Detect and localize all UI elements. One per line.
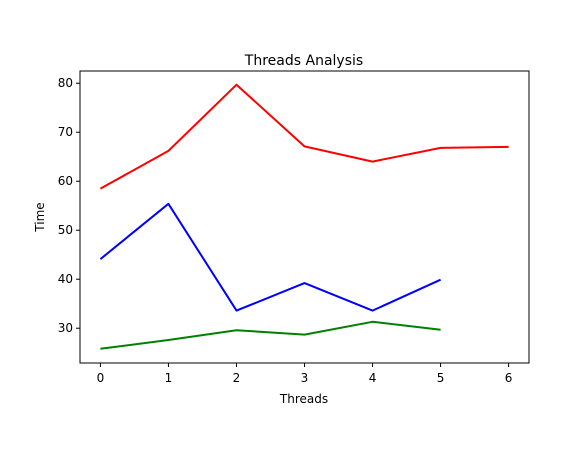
series-line-1 bbox=[99, 83, 509, 190]
y-tick-label: 30 bbox=[58, 321, 73, 335]
series-line-2 bbox=[99, 202, 442, 312]
y-axis: 30 40 50 60 70 80 bbox=[58, 76, 80, 335]
series-layer bbox=[99, 83, 509, 350]
x-axis-label: Threads bbox=[279, 392, 328, 406]
x-tick-label: 2 bbox=[233, 371, 241, 385]
x-tick-label: 6 bbox=[505, 371, 513, 385]
x-tick-label: 4 bbox=[369, 371, 377, 385]
y-tick-label: 70 bbox=[58, 125, 73, 139]
x-tick-label: 5 bbox=[437, 371, 445, 385]
y-axis-label: Time bbox=[33, 202, 47, 232]
y-tick-label: 40 bbox=[58, 272, 73, 286]
plot-frame bbox=[79, 70, 530, 364]
chart-title: Threads Analysis bbox=[244, 53, 363, 69]
x-tick-label: 1 bbox=[165, 371, 173, 385]
y-tick-label: 80 bbox=[58, 76, 73, 90]
y-tick-label: 60 bbox=[58, 174, 73, 188]
x-tick-label: 3 bbox=[301, 371, 309, 385]
x-tick-label: 0 bbox=[97, 371, 105, 385]
x-axis: 0 1 2 3 4 5 6 bbox=[97, 363, 513, 385]
y-tick-label: 50 bbox=[58, 223, 73, 237]
series-line-3 bbox=[100, 320, 441, 350]
